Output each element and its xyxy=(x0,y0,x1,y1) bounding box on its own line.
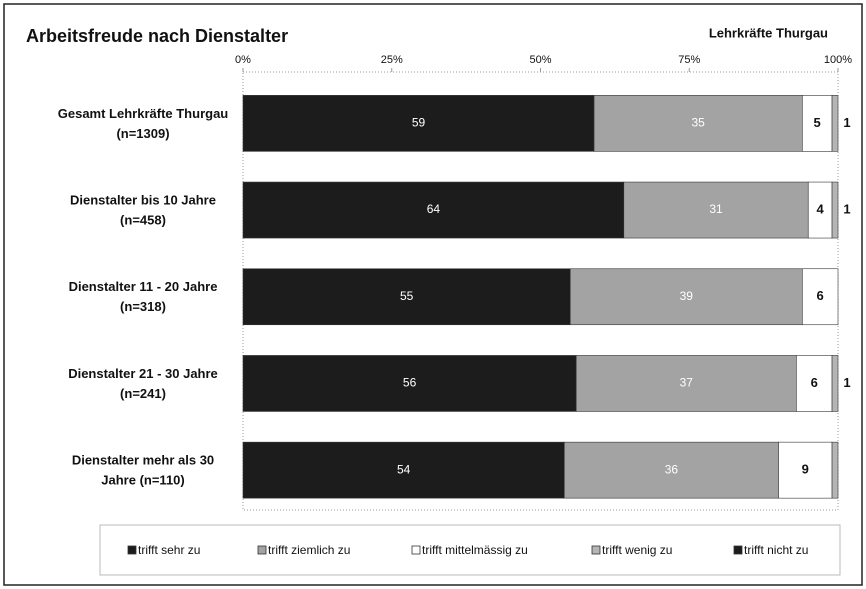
y-tick-label: Dienstalter 11 - 20 Jahre xyxy=(69,279,218,294)
data-label: 36 xyxy=(665,462,679,476)
bar-segment xyxy=(242,441,565,499)
data-label: 59 xyxy=(412,116,426,130)
legend-label: trifft sehr zu xyxy=(138,543,200,557)
data-label: 1 xyxy=(843,375,850,390)
x-tick-label: 0% xyxy=(235,54,251,66)
data-label: 37 xyxy=(680,376,694,390)
bar-segment xyxy=(563,441,779,499)
y-tick-label: Jahre (n=110) xyxy=(101,473,184,488)
legend-swatch xyxy=(591,545,601,555)
bar-segment xyxy=(831,95,839,152)
legend-box xyxy=(99,524,841,576)
chart-title: Arbeitsfreude nach Dienstalter xyxy=(26,26,288,46)
legend-swatch xyxy=(257,545,267,555)
data-label: 56 xyxy=(403,376,417,390)
bar-segment xyxy=(831,441,839,499)
bar-segment xyxy=(242,355,577,412)
legend-swatch xyxy=(127,545,137,555)
data-label: 39 xyxy=(680,289,694,303)
legend-swatch xyxy=(733,545,743,555)
bar-segment xyxy=(778,441,833,499)
data-label: 9 xyxy=(802,462,809,477)
data-label: 55 xyxy=(400,289,414,303)
x-tick-label: 100% xyxy=(824,54,852,66)
data-label: 6 xyxy=(811,375,818,390)
y-tick-label: (n=458) xyxy=(120,212,166,227)
y-tick-label: (n=318) xyxy=(120,299,166,314)
bar-segment xyxy=(242,181,625,239)
data-label: 31 xyxy=(709,202,723,216)
y-tick-label: Dienstalter 21 - 30 Jahre xyxy=(68,366,218,381)
bar-segment xyxy=(242,95,595,152)
data-label: 64 xyxy=(427,202,441,216)
data-label: 1 xyxy=(843,115,850,130)
legend-label: trifft ziemlich zu xyxy=(268,543,350,557)
y-tick-label: Dienstalter mehr als 30 xyxy=(72,453,214,468)
data-label: 4 xyxy=(817,201,825,216)
legend-swatch xyxy=(411,545,421,555)
legend-label: trifft mittelmässig zu xyxy=(422,543,528,557)
data-label: 35 xyxy=(691,116,705,130)
x-tick-label: 25% xyxy=(381,54,403,66)
bar-segment xyxy=(593,95,803,152)
bar-segment xyxy=(801,95,833,152)
legend-label: trifft nicht zu xyxy=(744,543,808,557)
bar-segment xyxy=(575,355,797,412)
x-tick-label: 75% xyxy=(678,54,700,66)
bar-segment xyxy=(623,181,809,239)
bar-segment xyxy=(569,268,803,326)
bar-segment xyxy=(801,268,839,326)
y-tick-label: Gesamt Lehrkräfte Thurgau xyxy=(58,106,229,121)
legend-label: trifft wenig zu xyxy=(602,543,672,557)
data-label: 54 xyxy=(397,462,411,476)
y-tick-label: (n=1309) xyxy=(116,126,169,141)
x-tick-label: 50% xyxy=(529,54,551,66)
bar-segment xyxy=(796,355,833,412)
data-label: 1 xyxy=(843,201,850,216)
bar-segment xyxy=(242,268,571,326)
y-tick-label: (n=241) xyxy=(120,386,166,401)
y-tick-label: Dienstalter bis 10 Jahre xyxy=(70,192,216,207)
bar-segment xyxy=(831,181,839,239)
data-label: 5 xyxy=(814,115,821,130)
data-label: 6 xyxy=(817,288,824,303)
chart-subtitle: Lehrkräfte Thurgau xyxy=(709,25,828,40)
bar-segment xyxy=(831,355,839,412)
